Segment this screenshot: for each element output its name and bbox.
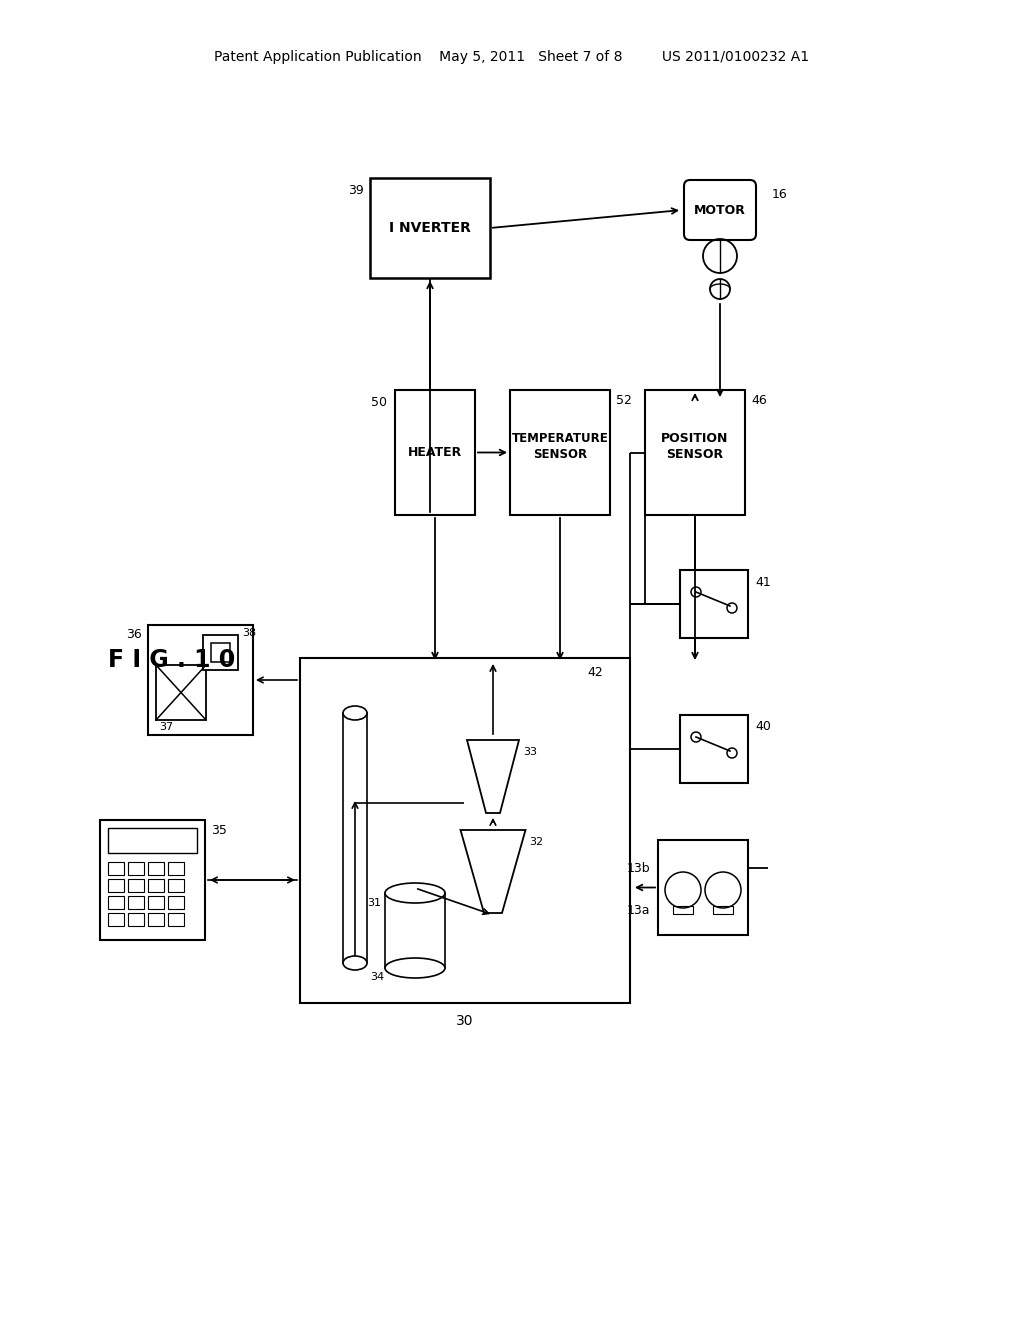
Text: 39: 39 <box>348 183 364 197</box>
Ellipse shape <box>385 958 445 978</box>
Text: HEATER: HEATER <box>408 446 462 459</box>
Polygon shape <box>461 830 525 913</box>
Text: MOTOR: MOTOR <box>694 203 745 216</box>
Polygon shape <box>467 741 519 813</box>
Text: POSITION
SENSOR: POSITION SENSOR <box>662 433 729 461</box>
FancyBboxPatch shape <box>684 180 756 240</box>
Text: 32: 32 <box>529 837 544 847</box>
Text: 52: 52 <box>616 393 632 407</box>
Text: 13a: 13a <box>627 903 650 916</box>
Bar <box>168 879 184 892</box>
Bar <box>148 896 164 909</box>
Text: 42: 42 <box>587 667 603 680</box>
Bar <box>645 389 745 515</box>
Bar <box>395 389 475 515</box>
Text: I NVERTER: I NVERTER <box>389 220 471 235</box>
Text: 41: 41 <box>755 576 771 589</box>
Bar <box>680 715 748 783</box>
Ellipse shape <box>385 883 445 903</box>
Bar <box>168 896 184 909</box>
Text: 16: 16 <box>772 189 787 202</box>
Bar <box>203 635 238 671</box>
Text: 33: 33 <box>523 747 537 756</box>
Text: F I G . 1 0: F I G . 1 0 <box>108 648 236 672</box>
Bar <box>168 913 184 927</box>
Bar <box>128 879 144 892</box>
Text: TEMPERATURE
SENSOR: TEMPERATURE SENSOR <box>512 433 608 461</box>
Bar <box>148 862 164 875</box>
Text: 36: 36 <box>126 628 142 642</box>
Bar <box>108 828 197 853</box>
Bar <box>128 896 144 909</box>
Text: 30: 30 <box>457 1014 474 1028</box>
Bar <box>156 665 206 719</box>
Bar <box>108 913 124 927</box>
Bar <box>108 879 124 892</box>
Bar <box>128 913 144 927</box>
Bar <box>211 643 230 663</box>
Text: 13b: 13b <box>627 862 650 874</box>
Bar <box>673 906 693 913</box>
Bar <box>100 820 205 940</box>
Text: 31: 31 <box>367 898 381 908</box>
Text: 35: 35 <box>211 824 227 837</box>
Bar <box>108 896 124 909</box>
Bar <box>108 862 124 875</box>
Bar <box>680 570 748 638</box>
Text: 38: 38 <box>242 628 256 638</box>
Text: 50: 50 <box>371 396 387 408</box>
Text: 37: 37 <box>159 722 173 733</box>
Bar <box>370 178 490 279</box>
Text: 34: 34 <box>370 972 384 982</box>
Ellipse shape <box>343 956 367 970</box>
Text: 40: 40 <box>755 721 771 734</box>
Bar <box>658 840 748 935</box>
Bar <box>148 879 164 892</box>
Ellipse shape <box>343 706 367 719</box>
Bar <box>148 913 164 927</box>
Bar <box>148 624 253 735</box>
Text: 46: 46 <box>751 393 767 407</box>
Bar <box>510 389 610 515</box>
Bar <box>713 906 733 913</box>
Text: Patent Application Publication    May 5, 2011   Sheet 7 of 8         US 2011/010: Patent Application Publication May 5, 20… <box>214 50 810 63</box>
Bar <box>300 657 630 1003</box>
Bar <box>128 862 144 875</box>
Bar <box>168 862 184 875</box>
